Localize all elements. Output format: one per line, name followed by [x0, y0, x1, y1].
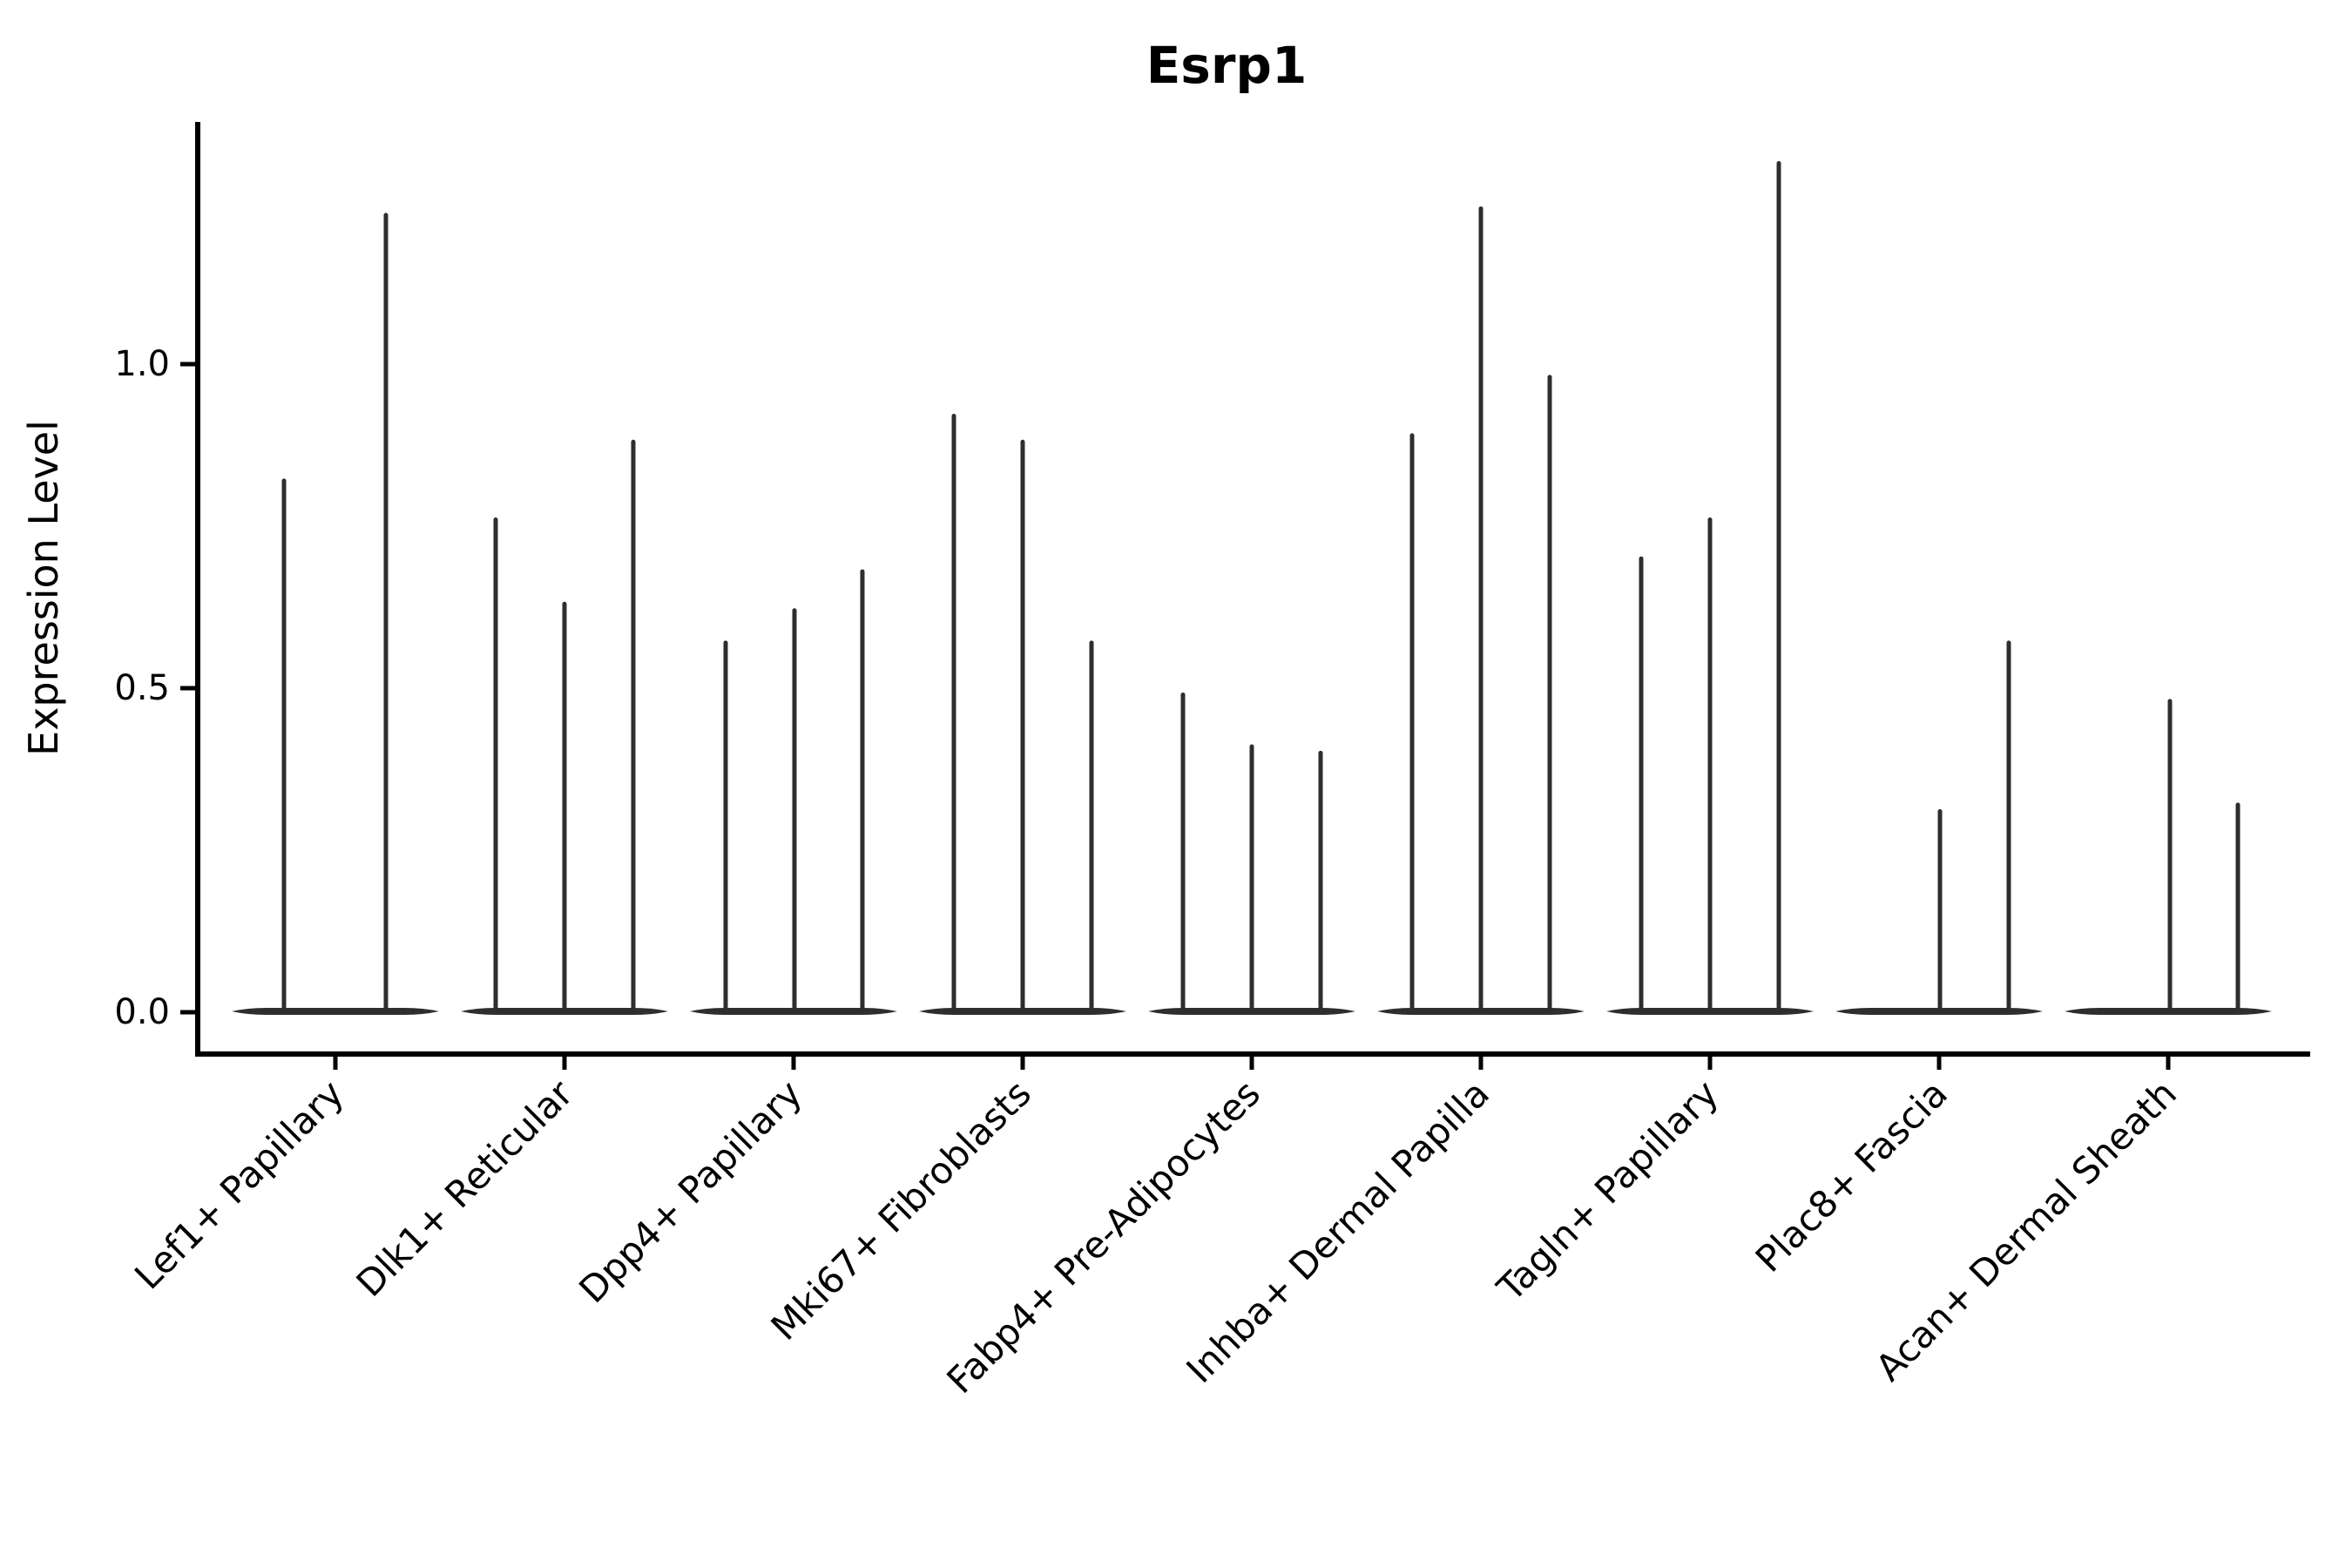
y-tick-label: 1.0 [114, 344, 170, 384]
violin-group: Lef1+ Papillary [126, 213, 439, 1297]
y-tick-label: 0.5 [114, 668, 170, 708]
x-tick-label: Tagln+ Papillary [1489, 1071, 1727, 1309]
chart-title: Esrp1 [1146, 36, 1308, 95]
x-tick-label: Dlk1+ Reticular [348, 1071, 582, 1305]
x-tick-label: Plac8+ Fascia [1747, 1071, 1956, 1280]
violin-group: Dlk1+ Reticular [348, 439, 668, 1305]
violin-group: Plac8+ Fascia [1747, 640, 2043, 1281]
violin-group: Mki67+ Fibroblasts [763, 414, 1126, 1348]
y-tick-label: 0.0 [114, 992, 170, 1032]
y-axis-label: Expression Level [20, 420, 67, 756]
violin-group: Inhba+ Dermal Papilla [1178, 206, 1585, 1391]
y-axis: 0.0 0.5 1.0 [114, 344, 198, 1032]
violin-group: Acan+ Dermal Sheath [1868, 699, 2272, 1389]
violin-group: Tagln+ Papillary [1489, 160, 1814, 1310]
violin-baseline [232, 1008, 439, 1015]
x-tick-label: Dpp4+ Papillary [571, 1071, 810, 1311]
x-tick-label: Lef1+ Papillary [126, 1071, 352, 1297]
x-tick-label: Mki67+ Fibroblasts [763, 1071, 1039, 1348]
violin-group: Dpp4+ Papillary [571, 569, 897, 1311]
